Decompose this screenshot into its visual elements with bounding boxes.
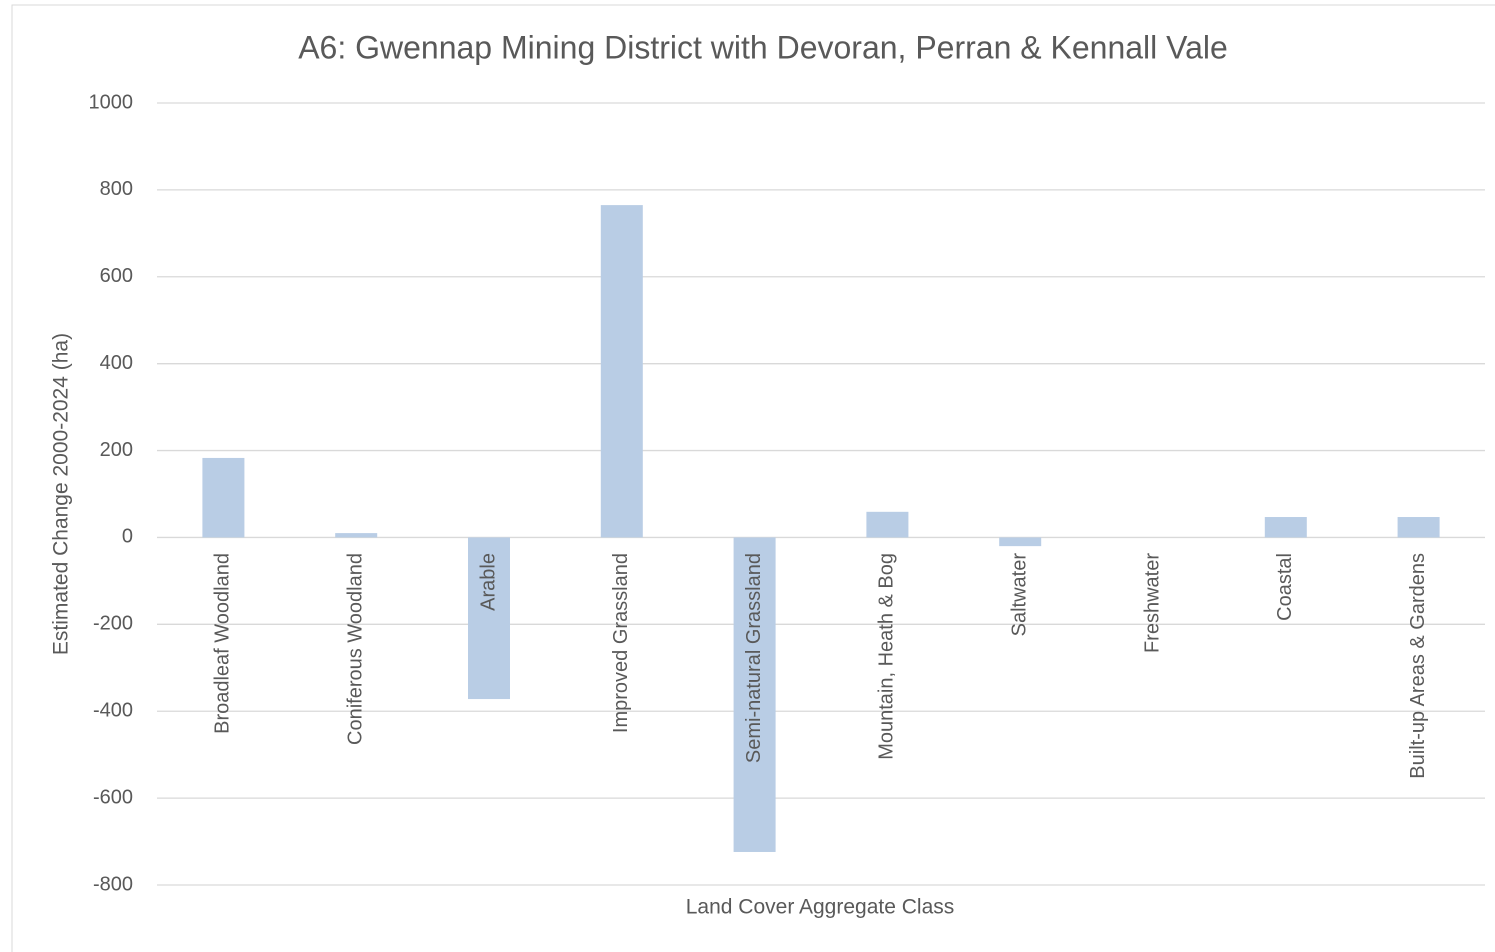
x-tick-label: Coniferous Woodland xyxy=(344,553,366,745)
x-axis-title: Land Cover Aggregate Class xyxy=(686,896,955,919)
bar xyxy=(1397,517,1440,538)
x-tick-label: Improved Grassland xyxy=(610,553,632,733)
bar xyxy=(733,537,776,852)
y-tick-label: 800 xyxy=(100,178,133,200)
bar xyxy=(202,457,245,538)
y-tick-label: 600 xyxy=(100,265,133,287)
bar xyxy=(600,205,643,538)
y-tick-label: -400 xyxy=(93,700,133,722)
x-tick-label: Arable xyxy=(477,553,499,611)
bar xyxy=(335,533,378,538)
y-tick-label: 400 xyxy=(100,352,133,374)
bar xyxy=(1264,517,1307,538)
y-tick-label: -800 xyxy=(93,873,133,895)
y-tick-label: 1000 xyxy=(89,91,134,113)
y-tick-label: 0 xyxy=(122,526,133,548)
x-tick-label: Freshwater xyxy=(1141,553,1163,653)
x-tick-label: Coastal xyxy=(1274,553,1296,621)
x-tick-label: Broadleaf Woodland xyxy=(212,553,234,734)
x-tick-label: Mountain, Heath & Bog xyxy=(876,553,898,760)
x-tick-label: Built-up Areas & Gardens xyxy=(1407,553,1429,779)
y-axis-title: Estimated Change 2000-2024 (ha) xyxy=(50,333,73,655)
y-tick-label: -600 xyxy=(93,786,133,808)
x-tick-label: Semi-natural Grassland xyxy=(743,553,765,763)
y-tick-label: -200 xyxy=(93,613,133,635)
bar xyxy=(999,537,1042,547)
x-tick-label: Saltwater xyxy=(1008,553,1030,637)
bar xyxy=(468,537,510,700)
bar xyxy=(866,511,909,538)
y-tick-label: 200 xyxy=(100,439,133,461)
chart-title: A6: Gwennap Mining District with Devoran… xyxy=(298,29,1228,65)
